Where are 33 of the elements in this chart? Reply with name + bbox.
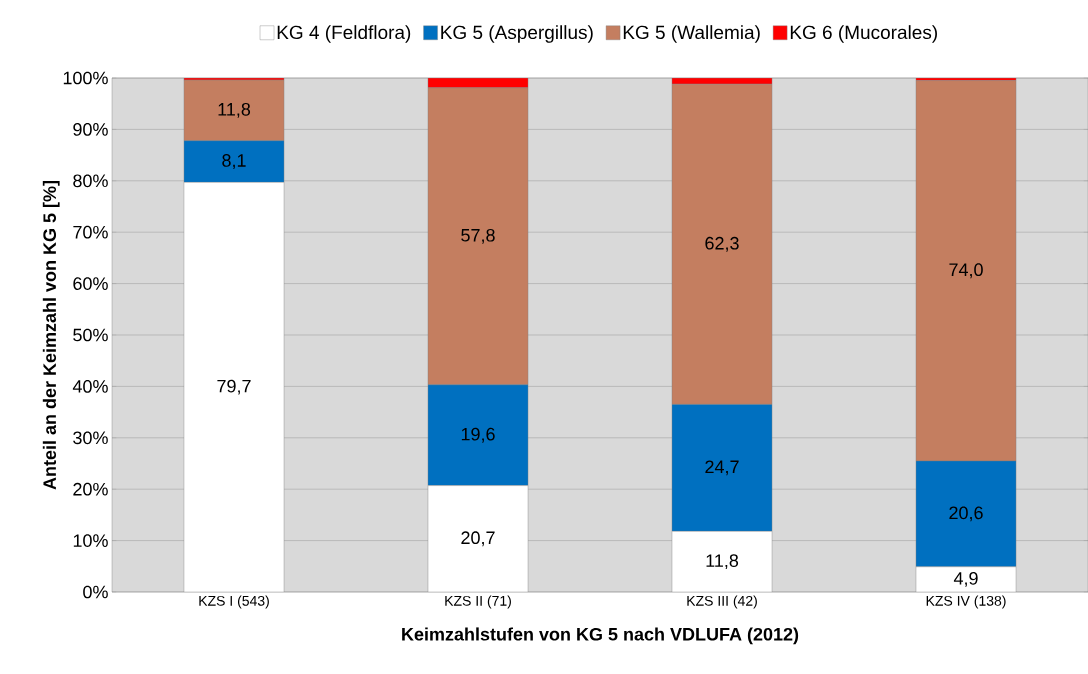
y-tick-label: 90% bbox=[73, 123, 108, 136]
legend-label: KG 6 (Mucorales) bbox=[790, 25, 937, 43]
data-label: 11,8 bbox=[218, 102, 251, 118]
y-tick-label: 0% bbox=[83, 585, 108, 599]
y-tick-label: 100% bbox=[63, 71, 108, 85]
legend-label: KG 5 (Aspergillus) bbox=[441, 25, 593, 43]
data-label: 57,8 bbox=[461, 228, 495, 244]
y-tick-label: 30% bbox=[73, 431, 108, 445]
y-tick-label: 70% bbox=[73, 225, 108, 239]
data-label: 20,7 bbox=[461, 531, 495, 547]
legend-label: KG 5 (Wallemia) bbox=[623, 25, 760, 43]
x-tick-label: KZS IV (138) bbox=[926, 595, 1006, 609]
data-label: 74,0 bbox=[949, 263, 983, 279]
x-tick-label: KZS III (42) bbox=[687, 595, 757, 609]
data-label: 11,8 bbox=[706, 554, 739, 570]
y-axis-title: Anteil an der Keimzahl von KG 5 [%] bbox=[42, 181, 60, 490]
data-label: 8,1 bbox=[222, 154, 246, 169]
data-label: 4,9 bbox=[953, 571, 978, 587]
x-axis-title: Keimzahlstufen von KG 5 nach VDLUFA (2012) bbox=[402, 627, 799, 645]
x-tick-label: KZS II (71) bbox=[445, 595, 511, 609]
data-label: 79,7 bbox=[217, 379, 251, 395]
y-tick-label: 40% bbox=[72, 380, 108, 393]
data-label: 62,3 bbox=[705, 236, 739, 252]
data-label: 20,6 bbox=[949, 506, 983, 522]
data-label: 24,7 bbox=[705, 460, 739, 476]
y-tick-label: 80% bbox=[73, 174, 108, 188]
y-tick-label: 60% bbox=[73, 277, 108, 290]
y-tick-label: 10% bbox=[73, 534, 108, 547]
data-label: 19,6 bbox=[461, 427, 495, 443]
y-tick-label: 20% bbox=[73, 482, 108, 496]
x-tick-label: KZS I (543) bbox=[199, 595, 269, 609]
legend-label: KG 4 (Feldflora) bbox=[277, 25, 411, 43]
y-tick-label: 50% bbox=[73, 328, 108, 342]
